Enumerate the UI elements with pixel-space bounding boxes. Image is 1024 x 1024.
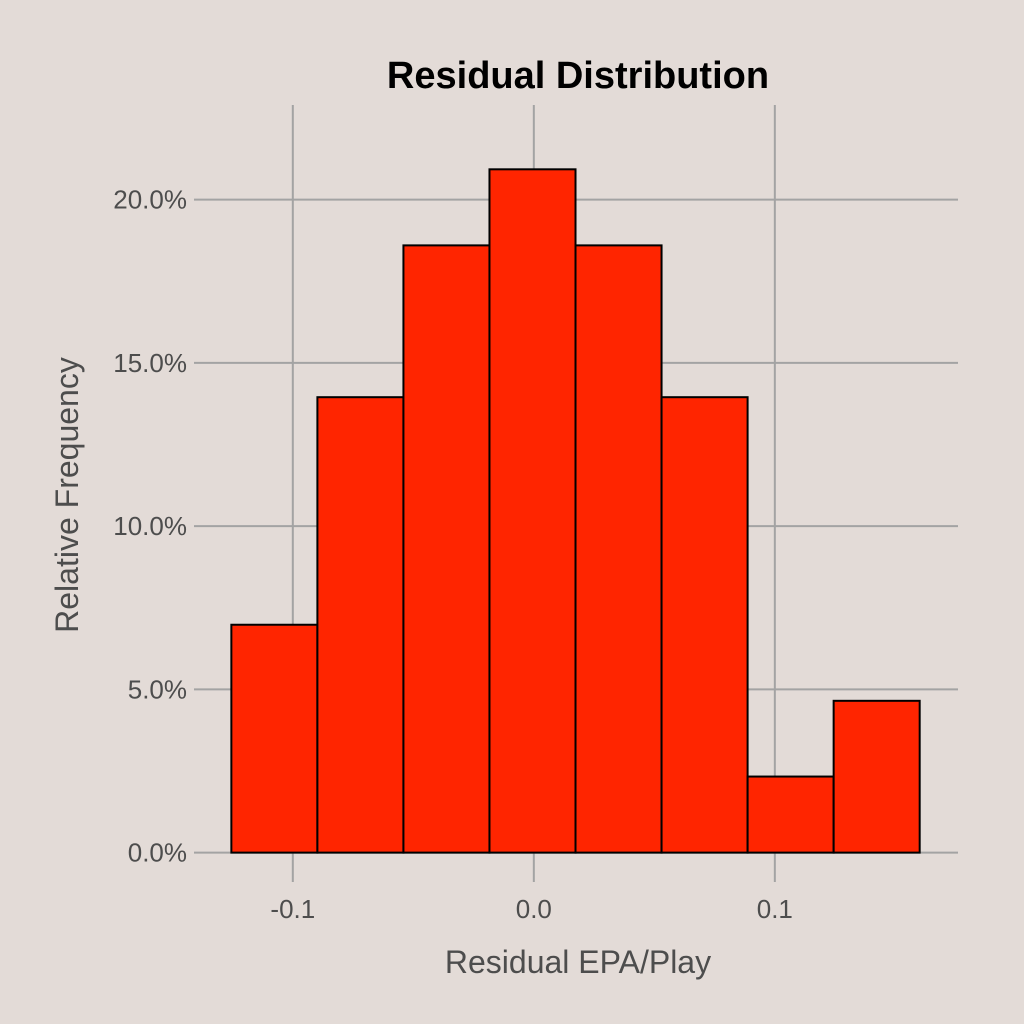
y-tick-label: 20.0% [113, 185, 187, 215]
histogram-bar [574, 244, 663, 854]
x-tick-label: 0.0 [516, 894, 552, 924]
histogram-bar [316, 396, 405, 854]
y-tick-label: 15.0% [113, 348, 187, 378]
x-tick-label: -0.1 [270, 894, 315, 924]
histogram-bar [230, 623, 319, 854]
y-tick-label: 0.0% [128, 838, 187, 868]
chart-title: Residual Distribution [387, 55, 769, 97]
x-tick-label: 0.1 [757, 894, 793, 924]
histogram-bar [746, 775, 835, 854]
histogram-bar [488, 168, 577, 854]
y-tick-label: 10.0% [113, 511, 187, 541]
x-axis-title: Residual EPA/Play [445, 944, 711, 980]
bars-layer [230, 168, 921, 854]
histogram-bar [660, 396, 749, 854]
y-axis-title: Relative Frequency [49, 357, 85, 633]
histogram-bar [402, 244, 491, 854]
y-tick-label: 5.0% [128, 674, 187, 704]
histogram-bar [832, 699, 921, 854]
tick-labels-layer: 0.0% 5.0% 10.0% 15.0% 20.0% -0.1 0.0 0.1 [113, 185, 793, 924]
